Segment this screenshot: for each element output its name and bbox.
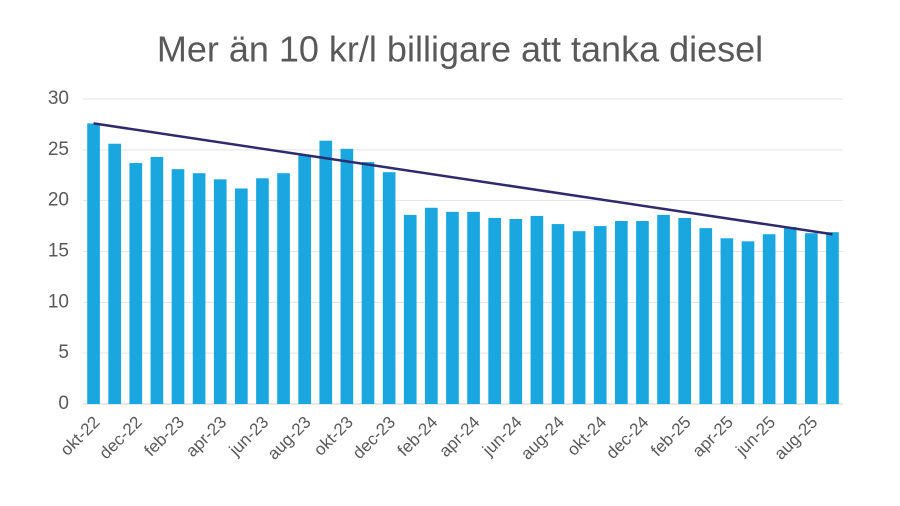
bar [699,228,713,404]
bar [319,140,333,404]
x-tick-label: aug-24 [517,413,568,464]
bar [256,178,269,404]
bar [171,169,185,404]
x-tick-label: aug-25 [770,413,821,464]
y-tick-label: 15 [48,241,69,262]
x-tick-label: dec-23 [349,413,399,463]
bar [446,211,459,404]
bar [741,241,755,404]
bar [361,162,375,404]
bar [636,221,649,404]
bar [403,214,417,404]
bar [615,221,628,404]
bar [551,224,565,404]
y-tick-label: 5 [58,342,69,363]
x-tick-label: okt-22 [57,413,104,460]
x-tick-label: feb-24 [394,413,442,461]
x-tick-label: feb-25 [647,413,695,461]
bar [235,188,248,404]
y-tick-label: 0 [58,393,69,414]
x-tick-label: jun-24 [478,413,526,461]
y-tick-label: 30 [48,88,69,109]
bar [108,143,121,404]
y-tick-label: 25 [48,139,69,160]
bar [340,148,354,404]
bar [382,172,396,404]
x-tick-label: apr-24 [435,413,483,461]
chart-title: Mer än 10 kr/l billigare att tanka diese… [157,29,763,70]
bar [277,173,290,404]
bar [467,211,480,404]
bar [783,227,797,404]
x-tick-label: dec-24 [602,413,652,463]
bar [298,154,311,404]
bar [657,214,670,404]
bar [192,173,206,404]
bar [509,218,523,404]
x-tick-label: okt-23 [310,413,357,460]
x-tick-label: jun-25 [732,413,780,461]
x-tick-label: aug-23 [264,413,315,464]
bar [425,207,438,404]
x-tick-label: dec-22 [96,413,146,463]
bar [572,231,586,404]
bar [213,179,227,404]
x-tick-label: apr-23 [182,413,230,461]
y-tick-label: 10 [48,291,69,312]
bar [762,234,776,404]
x-tick-label: feb-23 [140,413,188,461]
x-tick-label: jun-23 [225,413,273,461]
bar [129,163,143,404]
bar [720,238,734,404]
x-tick-label: apr-25 [689,413,737,461]
bar [488,217,501,404]
trend-line [93,122,833,236]
bar [150,156,164,404]
bar [805,233,818,404]
y-tick-label: 20 [48,190,69,211]
bar [593,226,607,404]
bar [87,123,100,405]
x-tick-label: okt-24 [563,413,610,460]
bar [530,215,544,404]
bar [826,232,839,404]
bar [678,217,691,404]
